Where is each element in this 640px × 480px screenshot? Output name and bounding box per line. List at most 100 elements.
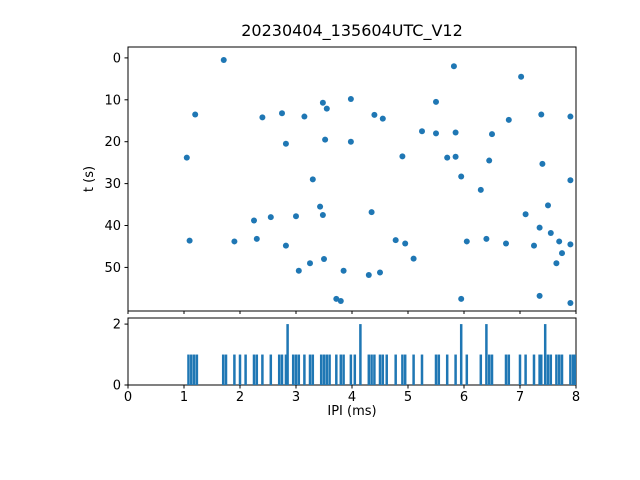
scatter-point xyxy=(463,238,470,245)
scatter-point xyxy=(301,113,308,120)
histogram-bar xyxy=(367,354,371,385)
y-tick-label: 50 xyxy=(104,261,121,276)
histogram-bar xyxy=(269,354,273,385)
scatter-point xyxy=(307,260,313,267)
histogram-bar xyxy=(573,354,576,385)
scatter-point xyxy=(538,111,545,118)
histogram-bar xyxy=(543,324,547,385)
scatter-point xyxy=(567,177,574,184)
scatter-point xyxy=(321,256,327,263)
scatter-point xyxy=(545,202,551,209)
y-tick-label: 0 xyxy=(113,51,121,66)
x-axis-label: IPI (ms) xyxy=(327,404,377,419)
histogram-bar xyxy=(412,354,415,385)
scatter-point xyxy=(282,242,289,249)
scatter-point xyxy=(553,260,560,267)
y-tick-label: 30 xyxy=(104,177,121,192)
histogram-bar xyxy=(192,354,196,385)
histogram-bar xyxy=(359,324,362,385)
histogram-bar xyxy=(255,354,259,385)
histogram-bar xyxy=(311,354,315,385)
histogram-bar xyxy=(459,324,463,385)
scatter-point xyxy=(489,131,495,138)
histogram-bar xyxy=(524,354,527,385)
histogram-bar xyxy=(504,354,508,385)
scatter-point xyxy=(295,267,302,274)
y-tick-label: 20 xyxy=(104,135,121,150)
scatter-point xyxy=(253,235,260,242)
histogram-bar xyxy=(187,354,190,385)
scatter-point xyxy=(477,186,484,193)
histogram-bar xyxy=(540,354,543,385)
histogram-bar xyxy=(325,354,329,385)
histogram-bar xyxy=(303,354,306,385)
x-tick-label: 1 xyxy=(180,390,188,405)
scatter-point xyxy=(183,154,190,161)
histogram-bar xyxy=(291,354,295,385)
scatter-point xyxy=(347,138,354,145)
histogram-series xyxy=(187,324,576,385)
scatter-point xyxy=(567,300,574,307)
scatter-point xyxy=(522,211,529,218)
histogram-bar xyxy=(252,354,256,385)
scatter-point xyxy=(518,73,525,80)
scatter-point xyxy=(503,240,509,247)
x-tick-label: 3 xyxy=(292,390,300,405)
scatter-point xyxy=(539,160,546,167)
histogram-bar xyxy=(378,354,382,385)
scatter-point xyxy=(333,295,340,302)
scatter-point xyxy=(483,235,490,242)
histogram-bar xyxy=(319,354,323,385)
histogram-bar xyxy=(479,354,483,385)
scatter-point xyxy=(505,116,512,123)
scatter-point xyxy=(536,292,543,299)
histogram-bar xyxy=(420,354,424,385)
scatter-point xyxy=(410,255,417,262)
scatter-point xyxy=(458,295,465,302)
histogram-bar xyxy=(294,354,298,385)
histogram-bar xyxy=(339,354,343,385)
y-tick-label: 40 xyxy=(104,219,121,234)
scatter-point xyxy=(567,241,574,248)
histogram-bar xyxy=(370,354,373,385)
histogram-bar xyxy=(487,354,491,385)
scatter-point xyxy=(319,212,326,219)
y-tick-label: 0 xyxy=(113,379,121,394)
histogram-bar xyxy=(233,354,236,385)
scatter-point xyxy=(322,136,329,143)
histogram-bar xyxy=(445,354,449,385)
chart-title: 20230404_135604UTC_V12 xyxy=(241,21,463,40)
histogram-bar xyxy=(244,354,247,385)
histogram-bar xyxy=(546,354,550,385)
histogram-bar xyxy=(195,354,199,385)
scatter-point xyxy=(392,237,399,244)
histogram-bar xyxy=(261,354,264,385)
x-tick-label: 5 xyxy=(404,390,412,405)
scatter-point xyxy=(192,111,199,118)
scatter-axes-frame xyxy=(127,46,577,312)
scatter-point xyxy=(531,242,537,249)
scatter-point xyxy=(556,238,563,245)
histogram-bar xyxy=(280,354,284,385)
histogram-bar xyxy=(190,354,193,385)
histogram-bar xyxy=(221,354,225,385)
scatter-point xyxy=(340,267,347,274)
histogram-bar xyxy=(277,354,281,385)
scatter-point xyxy=(279,110,285,117)
x-tick-label: 8 xyxy=(572,390,580,405)
histogram-bar xyxy=(532,354,536,385)
scatter-point xyxy=(547,230,554,237)
histogram-bar xyxy=(342,354,345,385)
histogram-bar xyxy=(381,354,385,385)
scatter-point xyxy=(433,98,439,105)
histogram-bar xyxy=(328,354,331,385)
x-tick-label: 2 xyxy=(236,390,244,405)
scatter-point xyxy=(452,153,459,160)
scatter-point xyxy=(251,217,257,224)
scatter-point xyxy=(450,63,457,70)
histogram-bar xyxy=(538,354,541,385)
histogram-bar xyxy=(437,354,441,385)
histogram-bar xyxy=(571,354,575,385)
histogram-bar xyxy=(385,354,388,385)
scatter-point xyxy=(337,297,344,304)
